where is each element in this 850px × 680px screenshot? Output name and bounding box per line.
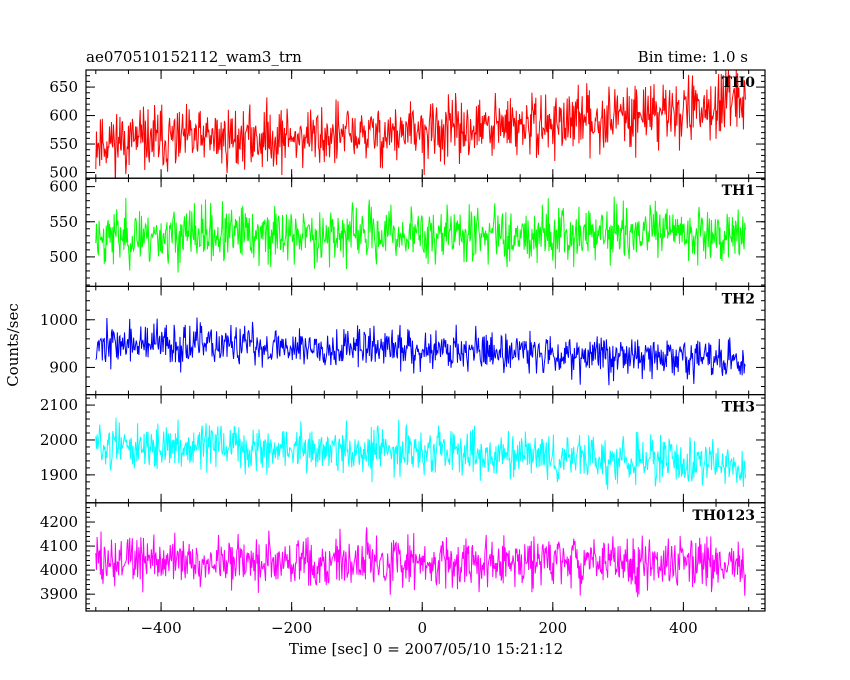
panel-label: TH3 (722, 400, 755, 416)
x-tick-label: 0 (417, 619, 427, 637)
bin-time-label: Bin time: 1.0 s (638, 48, 748, 66)
panel-label: TH2 (722, 291, 755, 307)
y-tick-label: 2000 (40, 431, 78, 449)
y-tick-label: 500 (49, 248, 78, 266)
y-tick-label: 550 (49, 213, 78, 231)
x-tick-label: 200 (538, 619, 567, 637)
panel-th3: 1900 2000 2100 TH3 (40, 394, 766, 504)
panel-label: TH1 (722, 183, 755, 199)
y-tick-label: 900 (49, 358, 78, 376)
y-tick-label: 1900 (40, 466, 78, 484)
y-tick-label: 650 (49, 78, 78, 96)
panel-th1: 500 550 600 TH1 (49, 177, 766, 287)
series-line-th1 (95, 196, 746, 273)
panel-label: TH0 (722, 75, 756, 91)
panel-frame (85, 502, 766, 612)
x-tick-label: −400 (140, 619, 181, 637)
y-tick-label: 550 (49, 135, 78, 153)
y-axis-label: Counts/sec (4, 303, 22, 387)
y-tick-label: 4000 (40, 561, 78, 579)
panel-label: TH0123 (692, 508, 755, 524)
y-tick-label: 600 (49, 178, 78, 196)
panel-th0: 500 550 600 650 TH0 (49, 69, 766, 182)
y-tick-label: 600 (49, 107, 78, 125)
y-tick-label: 500 (49, 164, 78, 182)
y-tick-label: 3900 (40, 585, 78, 603)
panel-th0123: 3900 4000 4100 4200 TH0123 (40, 502, 766, 612)
y-tick-label: 1000 (40, 311, 78, 329)
series-line-th0123 (95, 527, 746, 598)
x-tick-label: 400 (669, 619, 698, 637)
x-axis-label: Time [sec] 0 = 2007/05/10 15:21:12 (289, 640, 563, 658)
series-line-th2 (95, 317, 746, 386)
panel-th2: 900 1000 TH2 (40, 285, 766, 396)
panels-group: 500 550 600 650 TH0 500 550 600 TH1 900 1000 TH2 190… (40, 69, 766, 637)
series-line-th0 (95, 70, 746, 179)
x-tick-label: −200 (271, 619, 312, 637)
y-tick-label: 4200 (40, 513, 78, 531)
y-tick-label: 4100 (40, 537, 78, 555)
series-line-th3 (95, 417, 746, 490)
chart-title: ae070510152112_wam3_trn (86, 48, 302, 66)
y-tick-label: 2100 (40, 396, 78, 414)
